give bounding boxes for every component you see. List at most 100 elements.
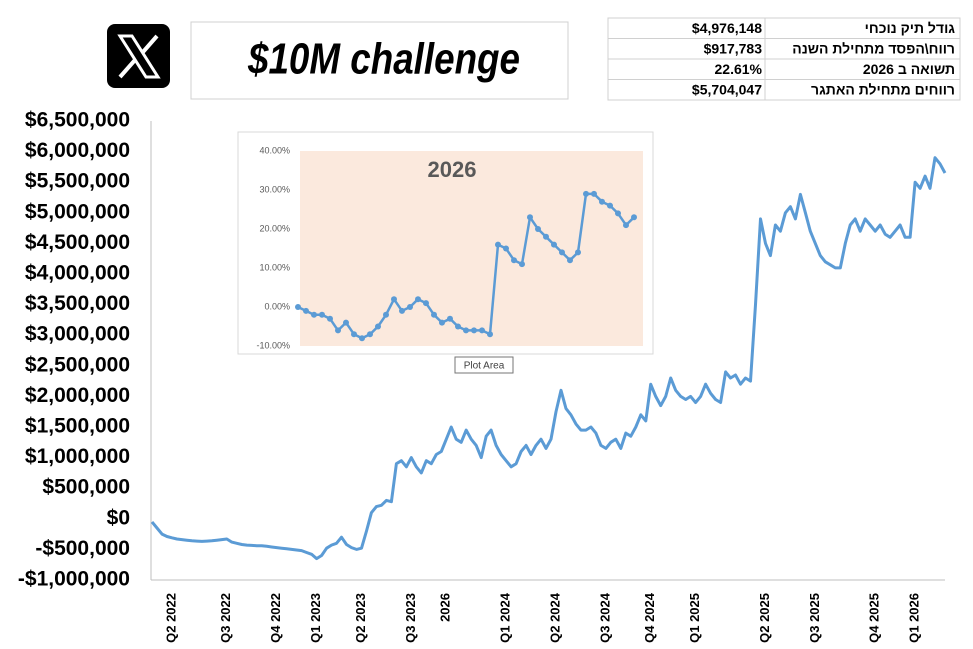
- y-tick-label: $2,000,000: [25, 384, 130, 407]
- data-point: [367, 331, 373, 338]
- data-point: [495, 241, 501, 248]
- y-tick-label: $4,000,000: [25, 262, 130, 285]
- y-tick-label: $6,000,000: [25, 139, 130, 162]
- title-box: [190, 21, 569, 100]
- data-point: [423, 300, 429, 307]
- x-tick-label: Q3 2024: [597, 592, 612, 643]
- data-point: [407, 304, 413, 310]
- data-point: [575, 249, 581, 256]
- data-point: [551, 241, 557, 248]
- x-tick-label: Q2 2022: [163, 593, 178, 643]
- main-chart: -$1,000,000 -$500,000 $0 $500,000 $1,000,000…: [18, 109, 947, 643]
- data-point: [511, 257, 517, 264]
- data-point: [607, 202, 613, 209]
- stat-value: $5,704,047: [692, 81, 762, 97]
- x-tick-label: 2026: [438, 593, 453, 622]
- y-tick-label: 10.00%: [259, 262, 290, 272]
- y-tick-label: $5,500,000: [25, 170, 130, 193]
- x-tick-label: Q2 2023: [353, 593, 368, 643]
- plot-area: [300, 151, 643, 346]
- y-tick-label: $4,500,000: [25, 231, 130, 254]
- x-tick-label: Q3 2023: [403, 593, 418, 643]
- inset-chart: -10.00% 0.00% 10.00% 20.00% 30.00% 40.00% 2026…: [237, 131, 654, 374]
- data-point: [623, 222, 629, 229]
- x-tick-label: Q1 2026: [907, 593, 922, 643]
- data-point: [503, 245, 509, 252]
- stat-value: $4,976,148: [692, 20, 762, 36]
- data-point: [359, 335, 365, 342]
- data-point: [519, 261, 525, 268]
- data-point: [559, 249, 565, 256]
- x-tick-label: Q1 2024: [498, 592, 513, 643]
- stats-table: $4,976,148 גודל תיק נוכחי $917,783 רווח\הפס…: [607, 17, 961, 101]
- data-point: [583, 190, 589, 197]
- y-tick-label: $3,500,000: [25, 292, 130, 315]
- data-point: [487, 331, 493, 338]
- data-point: [439, 319, 445, 326]
- data-point: [383, 311, 389, 318]
- table-cell: [764, 79, 961, 101]
- data-point: [399, 307, 405, 314]
- data-point: [471, 327, 477, 334]
- data-point: [535, 226, 541, 232]
- y-tick-label: $500,000: [42, 476, 130, 499]
- data-point: [599, 198, 605, 205]
- stat-label: תשואה ב 2026: [863, 61, 955, 77]
- stat-value: 22.61%: [715, 61, 763, 77]
- data-point: [343, 319, 349, 326]
- x-tick-label: Q3 2022: [218, 593, 233, 643]
- data-point: [543, 233, 549, 240]
- y-tick-label: -$500,000: [35, 537, 130, 560]
- y-tick-label: 0.00%: [264, 301, 290, 311]
- data-line: [150, 156, 947, 561]
- x-logo-mark: [117, 34, 161, 79]
- x-tick-label: Q4 2025: [867, 593, 882, 643]
- tooltip-box: [454, 356, 514, 374]
- stat-value: $917,783: [704, 40, 763, 56]
- data-point: [455, 323, 461, 330]
- data-point: [335, 327, 341, 334]
- x-tick-label: Q4 2022: [268, 593, 283, 643]
- data-point: [311, 311, 317, 318]
- data-point: [615, 210, 621, 217]
- inset-title: 2026: [428, 157, 477, 182]
- x-tick-label: Q2 2024: [547, 592, 562, 643]
- data-point: [567, 257, 573, 264]
- y-tick-label: $5,000,000: [25, 200, 130, 223]
- data-point: [375, 323, 381, 330]
- title: $10M challenge: [247, 35, 520, 84]
- y-tick-label: 30.00%: [259, 184, 290, 194]
- data-point: [463, 327, 469, 334]
- y-tick-label: $6,500,000: [25, 109, 130, 132]
- data-point: [319, 311, 325, 318]
- data-point: [327, 315, 333, 322]
- y-tick-label: 40.00%: [259, 145, 290, 155]
- y-tick-label: -10.00%: [256, 340, 290, 350]
- y-tick-label: $0: [107, 506, 130, 529]
- data-point: [631, 214, 637, 221]
- data-point: [447, 315, 453, 322]
- x-tick-label: Q4 2024: [642, 592, 657, 643]
- x-tick-label: Q2 2025: [757, 593, 772, 643]
- x-tick-label: Q1 2025: [687, 593, 702, 643]
- data-point: [591, 190, 597, 197]
- y-tick-label: 20.00%: [259, 223, 290, 233]
- data-point: [391, 296, 397, 303]
- y-tick-label: $2,500,000: [25, 353, 130, 376]
- data-point: [351, 331, 357, 338]
- data-point: [479, 327, 485, 334]
- x-tick-label: Q1 2023: [308, 593, 323, 643]
- data-point: [527, 214, 533, 221]
- data-point: [431, 311, 437, 318]
- stat-label: רווחים מתחילת האתגר: [811, 81, 955, 97]
- x-tick-label: Q3 2025: [807, 593, 822, 643]
- data-point: [415, 296, 421, 303]
- y-tick-label: $3,000,000: [25, 323, 130, 346]
- y-tick-label: $1,000,000: [25, 445, 130, 468]
- stat-label: רווח\הפסד מתחילת השנה: [792, 40, 955, 56]
- data-point: [303, 307, 309, 314]
- y-tick-label: -$1,000,000: [18, 568, 130, 591]
- stat-label: גודל תיק נוכחי: [865, 20, 956, 36]
- data-point: [295, 304, 301, 310]
